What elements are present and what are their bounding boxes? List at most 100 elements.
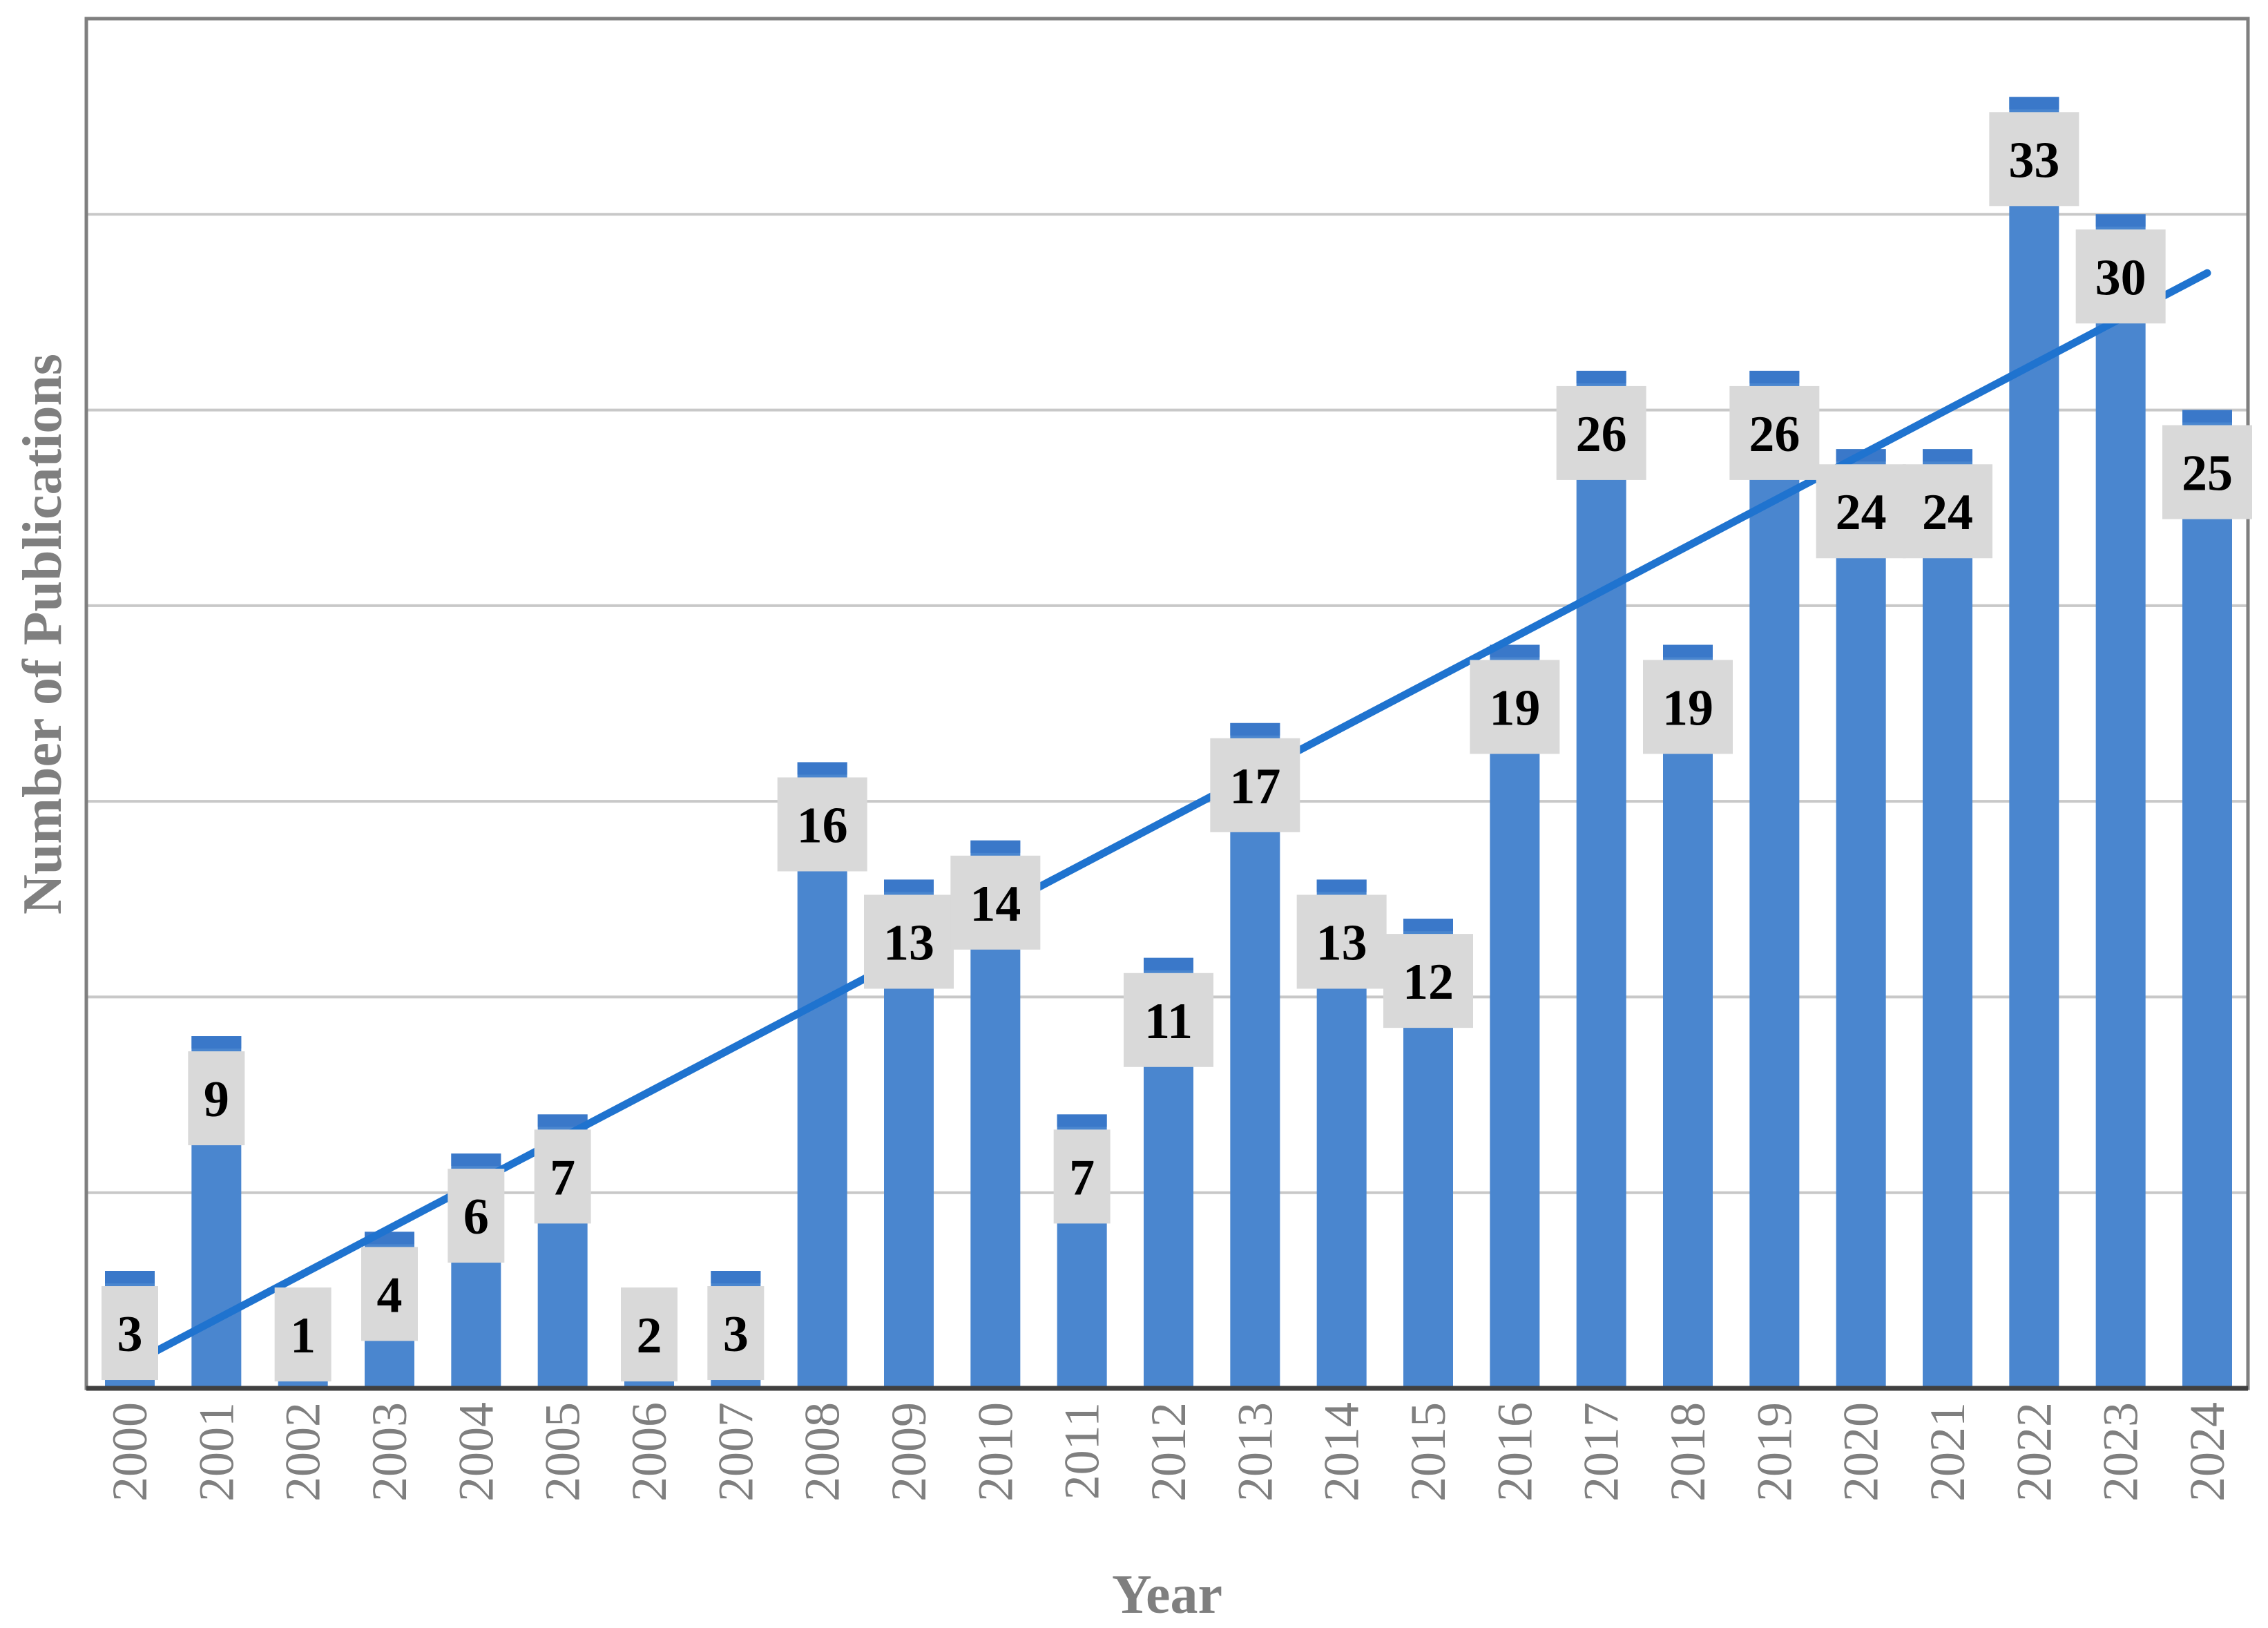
x-tick-2003: 2003: [362, 1402, 417, 1502]
data-label-2015: 12: [1383, 934, 1473, 1028]
data-label-box: [361, 1247, 418, 1341]
data-label-2008: 16: [777, 777, 867, 872]
data-label-box: [1053, 1129, 1111, 1224]
gridlines: [86, 213, 2248, 1194]
data-label-value: 24: [1922, 484, 1973, 541]
data-label-2004: 6: [448, 1169, 505, 1263]
bar-cap-2023: [2095, 214, 2146, 227]
x-tick-2024: 2024: [2180, 1402, 2235, 1502]
x-tick-2013: 2013: [1227, 1402, 1282, 1502]
data-label-value: 16: [797, 797, 848, 854]
data-label-box: [1296, 894, 1387, 989]
data-label-value: 4: [377, 1267, 403, 1323]
data-label-box: [534, 1129, 591, 1224]
x-tick-2022: 2022: [2006, 1402, 2062, 1502]
bar-cap-2013: [1230, 722, 1280, 736]
data-label-value: 7: [550, 1149, 575, 1206]
data-label-2016: 19: [1470, 660, 1560, 754]
bar-cap-2022: [2009, 97, 2059, 110]
data-label-box: [950, 855, 1041, 950]
data-label-box: [2162, 425, 2252, 519]
data-label-box: [1556, 385, 1646, 480]
bar-2022: [2009, 97, 2059, 1388]
bar-2021: [1923, 449, 1972, 1389]
bar-cap-2018: [1663, 644, 1713, 658]
x-tick-2014: 2014: [1314, 1402, 1370, 1502]
data-label-2002: 1: [274, 1287, 331, 1381]
data-label-box: [1989, 112, 2079, 207]
data-label-2006: 2: [621, 1287, 677, 1381]
x-tick-2010: 2010: [968, 1402, 1023, 1502]
data-label-2013: 17: [1210, 738, 1300, 832]
data-label-2020: 24: [1816, 464, 1906, 559]
x-tick-2000: 2000: [102, 1402, 157, 1502]
data-label-box: [777, 777, 867, 872]
x-tick-labels: 2000 2001 2002 2003 2004 2005 2006 2007 2008 2009…: [102, 1402, 2235, 1502]
bar-2018: [1663, 644, 1713, 1388]
bar-cap-2016: [1490, 644, 1540, 658]
data-label-value: 24: [1836, 484, 1887, 541]
data-label-2012: 11: [1124, 973, 1213, 1067]
data-label-2009: 13: [864, 894, 954, 989]
x-tick-2007: 2007: [708, 1402, 763, 1502]
data-label-2022: 33: [1989, 112, 2079, 207]
data-label-2019: 26: [1729, 385, 1820, 480]
x-tick-2023: 2023: [2093, 1402, 2149, 1502]
data-label-box: [2075, 229, 2166, 324]
data-label-value: 1: [290, 1308, 316, 1364]
data-label-value: 6: [463, 1189, 489, 1245]
x-tick-2019: 2019: [1747, 1402, 1802, 1502]
x-tick-2009: 2009: [881, 1402, 936, 1502]
bar-cap-2008: [797, 762, 847, 775]
data-label-value: 7: [1069, 1149, 1095, 1206]
data-label-value: 19: [1662, 680, 1713, 737]
data-label-2005: 7: [534, 1129, 591, 1224]
data-label-value: 25: [2182, 446, 2233, 502]
bar-2016: [1490, 644, 1540, 1388]
data-label-value: 33: [2008, 132, 2059, 189]
bar-cap-2017: [1576, 370, 1626, 383]
data-label-2014: 13: [1296, 894, 1387, 989]
data-label-2018: 19: [1643, 660, 1733, 754]
y-axis-title: Number of Publications: [12, 354, 73, 914]
x-tick-2008: 2008: [795, 1402, 850, 1502]
data-label-value: 9: [204, 1071, 229, 1128]
data-label-value: 17: [1229, 758, 1280, 815]
data-label-box: [188, 1051, 245, 1146]
x-tick-2001: 2001: [189, 1402, 244, 1502]
bar-2017: [1576, 370, 1626, 1388]
bar-cap-2024: [2182, 410, 2232, 423]
x-tick-2011: 2011: [1055, 1402, 1110, 1500]
bar-cap-2009: [884, 879, 934, 892]
data-label-box: [864, 894, 954, 989]
bar-cap-2010: [970, 840, 1021, 853]
bar-cap-2021: [1923, 449, 1972, 462]
data-label-2001: 9: [188, 1051, 245, 1146]
bar-2019: [1749, 370, 1800, 1388]
data-label-value: 19: [1489, 680, 1540, 737]
bar-2013: [1230, 722, 1280, 1388]
data-label-box: [1643, 660, 1733, 754]
x-tick-2020: 2020: [1834, 1402, 1889, 1502]
bar-2020: [1836, 449, 1886, 1389]
data-label-box: [274, 1287, 331, 1381]
data-label-value: 2: [637, 1308, 662, 1364]
x-tick-2017: 2017: [1574, 1402, 1629, 1502]
data-label-value: 3: [117, 1306, 143, 1363]
bar-cap-2015: [1403, 919, 1453, 932]
data-label-2011: 7: [1053, 1129, 1111, 1224]
bar-cap-2004: [451, 1153, 501, 1167]
data-label-box: [448, 1169, 505, 1263]
data-label-box: [1124, 973, 1213, 1067]
data-label-2024: 25: [2162, 425, 2252, 519]
data-label-value: 12: [1403, 954, 1454, 1011]
data-label-value: 26: [1749, 406, 1800, 463]
bar-cap-2019: [1749, 370, 1800, 383]
bar-cap-2000: [105, 1271, 155, 1284]
bar-2024: [2182, 410, 2232, 1388]
x-tick-2005: 2005: [535, 1402, 590, 1502]
bar-cap-2011: [1057, 1114, 1107, 1127]
x-tick-2006: 2006: [622, 1402, 677, 1502]
